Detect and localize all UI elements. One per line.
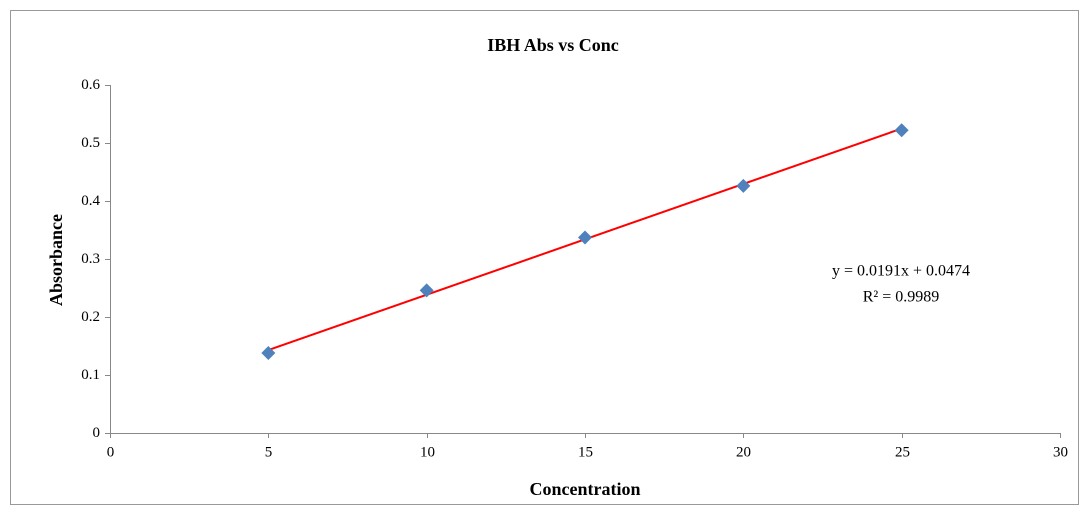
data-point bbox=[261, 345, 276, 360]
y-tick-label: 0 bbox=[93, 425, 101, 441]
data-point bbox=[419, 283, 434, 298]
x-tick-label: 25 bbox=[895, 444, 910, 460]
y-tick-label: 0.5 bbox=[81, 135, 100, 151]
y-axis-title: Absorbance bbox=[46, 214, 66, 306]
trendline-equation: y = 0.0191x + 0.0474 bbox=[832, 263, 970, 280]
y-tick-label: 0.2 bbox=[81, 309, 100, 325]
x-tick-label: 20 bbox=[736, 444, 751, 460]
y-tick-label: 0.4 bbox=[81, 193, 100, 209]
x-tick-label: 15 bbox=[578, 444, 593, 460]
x-tick-label: 10 bbox=[420, 444, 435, 460]
x-tick-label: 0 bbox=[107, 444, 115, 460]
y-tick-label: 0.1 bbox=[81, 367, 100, 383]
chart-frame bbox=[10, 10, 1079, 505]
x-tick-label: 5 bbox=[265, 444, 273, 460]
x-axis-title: Concentration bbox=[530, 479, 641, 499]
data-point bbox=[578, 230, 592, 245]
r-squared: R² = 0.9989 bbox=[863, 289, 940, 306]
y-tick-label: 0.6 bbox=[81, 77, 100, 93]
data-point bbox=[894, 123, 909, 138]
x-tick-label: 30 bbox=[1053, 444, 1068, 460]
chart-title: IBH Abs vs Conc bbox=[487, 35, 619, 55]
y-tick-label: 0.3 bbox=[81, 251, 100, 267]
data-point bbox=[736, 178, 751, 193]
